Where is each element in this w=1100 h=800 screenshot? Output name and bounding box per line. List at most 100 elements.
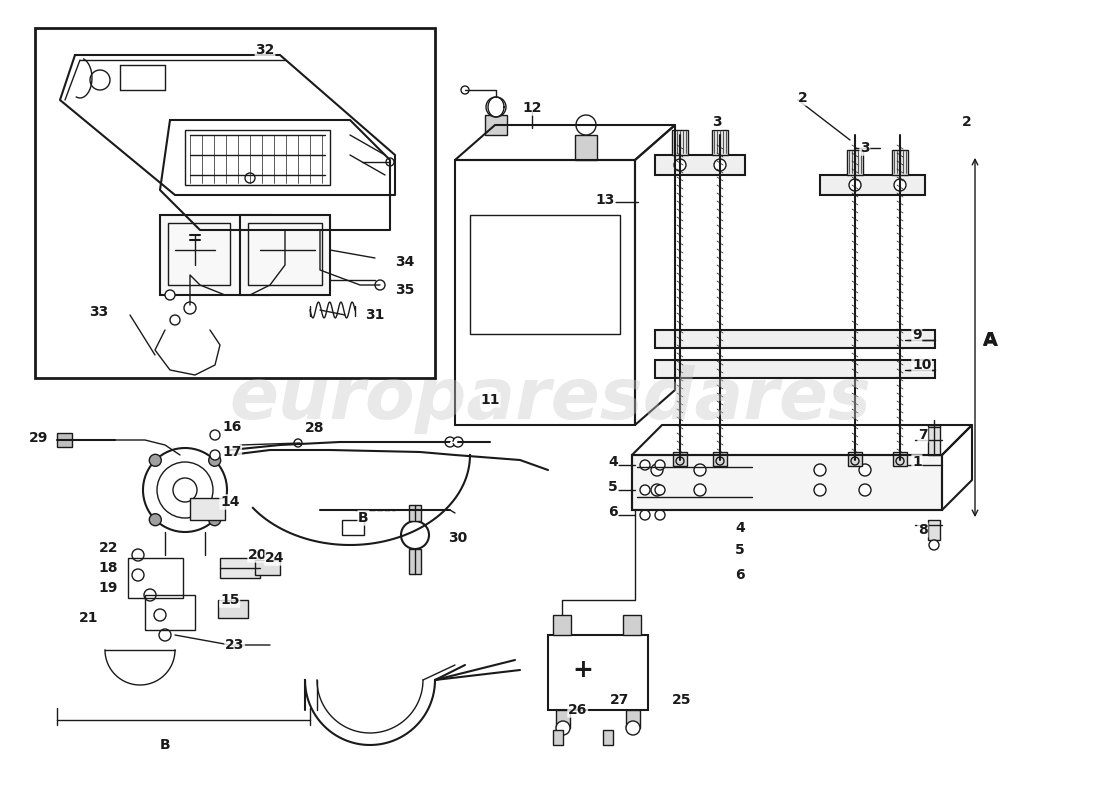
Bar bbox=[556, 710, 570, 728]
Bar bbox=[672, 130, 688, 155]
Bar bbox=[848, 452, 862, 466]
Bar bbox=[632, 455, 942, 510]
Bar bbox=[35, 28, 434, 378]
Text: 3: 3 bbox=[860, 141, 870, 155]
Text: 16: 16 bbox=[222, 420, 241, 434]
Circle shape bbox=[209, 454, 221, 466]
Circle shape bbox=[210, 450, 220, 460]
Circle shape bbox=[150, 514, 162, 526]
Circle shape bbox=[144, 589, 156, 601]
Bar bbox=[218, 600, 248, 618]
Bar bbox=[190, 498, 226, 520]
Bar bbox=[713, 452, 727, 466]
Text: 20: 20 bbox=[248, 548, 267, 562]
Bar bbox=[455, 160, 635, 425]
Text: 8: 8 bbox=[918, 523, 927, 537]
Circle shape bbox=[154, 609, 166, 621]
Text: 35: 35 bbox=[395, 283, 415, 297]
Bar bbox=[928, 520, 940, 540]
Circle shape bbox=[184, 302, 196, 314]
Circle shape bbox=[654, 510, 666, 520]
Bar bbox=[575, 135, 597, 160]
Bar bbox=[240, 215, 330, 295]
Text: 17: 17 bbox=[222, 445, 241, 459]
Bar bbox=[255, 560, 280, 575]
Bar bbox=[57, 433, 72, 447]
Circle shape bbox=[245, 173, 255, 183]
Circle shape bbox=[209, 514, 221, 526]
Circle shape bbox=[375, 280, 385, 290]
Text: 13: 13 bbox=[595, 193, 615, 207]
Bar bbox=[248, 223, 322, 285]
Circle shape bbox=[859, 484, 871, 496]
Circle shape bbox=[640, 460, 650, 470]
Text: 24: 24 bbox=[265, 551, 285, 565]
Bar bbox=[654, 330, 935, 348]
Circle shape bbox=[626, 721, 640, 735]
Text: 4: 4 bbox=[735, 521, 745, 535]
Bar bbox=[145, 595, 195, 630]
Text: 6: 6 bbox=[736, 568, 745, 582]
Bar bbox=[470, 215, 620, 334]
Circle shape bbox=[651, 484, 663, 496]
Circle shape bbox=[640, 485, 650, 495]
Circle shape bbox=[132, 569, 144, 581]
Text: 12: 12 bbox=[522, 101, 541, 115]
Text: 19: 19 bbox=[99, 581, 118, 595]
Text: 32: 32 bbox=[255, 43, 275, 57]
Circle shape bbox=[453, 437, 463, 447]
Bar bbox=[603, 730, 613, 745]
Text: A: A bbox=[983, 331, 997, 349]
Bar bbox=[626, 710, 640, 728]
Bar bbox=[160, 215, 270, 295]
Circle shape bbox=[173, 478, 197, 502]
Text: 23: 23 bbox=[226, 638, 244, 652]
Circle shape bbox=[651, 464, 663, 476]
Text: 27: 27 bbox=[610, 693, 629, 707]
Bar bbox=[220, 558, 260, 578]
Text: A: A bbox=[982, 330, 998, 350]
Circle shape bbox=[849, 179, 861, 191]
Circle shape bbox=[859, 464, 871, 476]
Text: 10: 10 bbox=[912, 358, 932, 372]
Text: 5: 5 bbox=[608, 480, 618, 494]
Circle shape bbox=[654, 460, 666, 470]
Circle shape bbox=[486, 97, 506, 117]
Circle shape bbox=[294, 439, 302, 447]
Text: 18: 18 bbox=[99, 561, 118, 575]
Bar bbox=[632, 455, 942, 510]
Bar bbox=[185, 130, 330, 185]
Bar bbox=[485, 115, 507, 135]
Circle shape bbox=[814, 484, 826, 496]
Bar bbox=[553, 615, 571, 635]
Text: 21: 21 bbox=[78, 611, 98, 625]
Text: 11: 11 bbox=[481, 393, 500, 407]
Text: 30: 30 bbox=[448, 531, 468, 545]
Text: 22: 22 bbox=[99, 541, 118, 555]
Text: 34: 34 bbox=[395, 255, 415, 269]
Circle shape bbox=[714, 159, 726, 171]
Bar bbox=[673, 452, 688, 466]
Text: B: B bbox=[160, 738, 170, 752]
Text: 5: 5 bbox=[735, 543, 745, 557]
Circle shape bbox=[446, 437, 455, 447]
Circle shape bbox=[461, 86, 469, 94]
Bar bbox=[553, 730, 563, 745]
Text: 9: 9 bbox=[912, 328, 922, 342]
Text: europaresdares: europaresdares bbox=[229, 366, 871, 434]
Bar bbox=[342, 520, 364, 535]
Circle shape bbox=[576, 115, 596, 135]
Bar bbox=[654, 360, 935, 378]
Circle shape bbox=[694, 464, 706, 476]
Bar bbox=[712, 130, 728, 155]
Text: 25: 25 bbox=[672, 693, 692, 707]
Bar bbox=[409, 549, 421, 574]
Circle shape bbox=[165, 290, 175, 300]
Text: 26: 26 bbox=[568, 703, 587, 717]
Circle shape bbox=[160, 629, 170, 641]
Bar bbox=[654, 155, 745, 175]
Bar bbox=[892, 150, 907, 175]
Circle shape bbox=[150, 454, 162, 466]
Circle shape bbox=[170, 315, 180, 325]
Circle shape bbox=[640, 510, 650, 520]
